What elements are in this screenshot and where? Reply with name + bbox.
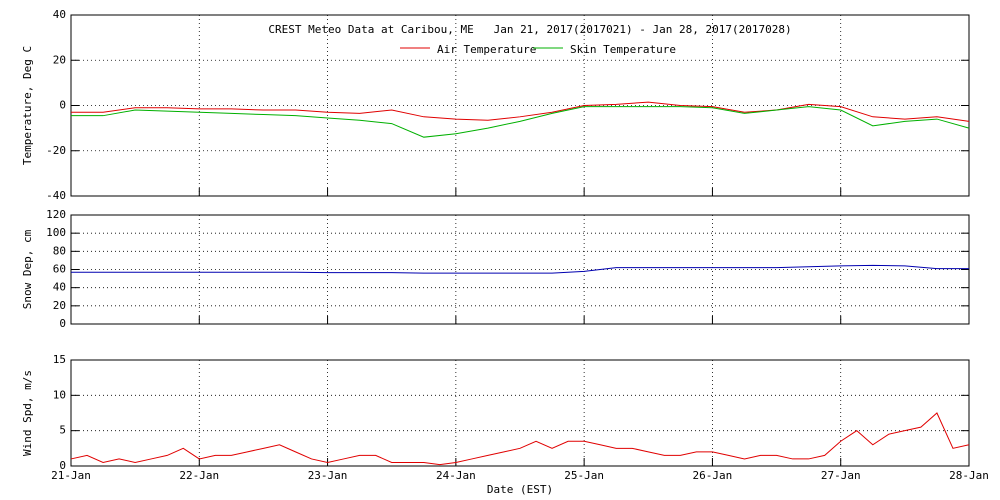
data-line <box>71 264 969 274</box>
y-tick-label: 0 <box>59 459 66 472</box>
data-line <box>71 106 970 138</box>
y-tick-label: 120 <box>46 208 66 221</box>
y-tick-label: 0 <box>59 99 66 112</box>
x-tick-label: 28-Jan <box>949 469 989 482</box>
y-tick-label: 5 <box>59 424 66 437</box>
x-tick-label: 23-Jan <box>308 469 348 482</box>
y-axis-label: Temperature, Deg C <box>21 46 34 165</box>
y-tick-label: 20 <box>53 53 66 66</box>
x-axis-label: Date (EST) <box>487 483 553 496</box>
x-tick-label: 26-Jan <box>693 469 733 482</box>
y-axis-label: Wind Spd, m/s <box>21 370 34 456</box>
y-tick-label: 80 <box>53 244 66 257</box>
legend-label: Skin Temperature <box>570 43 676 56</box>
legend-label: Air Temperature <box>437 43 536 56</box>
y-tick-label: 20 <box>53 299 66 312</box>
y-tick-label: -40 <box>46 189 66 202</box>
y-tick-label: 100 <box>46 226 66 239</box>
y-tick-label: 40 <box>53 281 66 294</box>
y-tick-label: -20 <box>46 144 66 157</box>
data-line <box>71 101 970 122</box>
y-tick-label: 60 <box>53 263 66 276</box>
chart-title: CREST Meteo Data at Caribou, ME Jan 21, … <box>268 23 791 36</box>
x-tick-label: 25-Jan <box>564 469 604 482</box>
data-line <box>70 412 970 466</box>
x-tick-label: 24-Jan <box>436 469 476 482</box>
x-tick-label: 21-Jan <box>51 469 91 482</box>
y-tick-label: 40 <box>53 8 66 21</box>
y-tick-label: 10 <box>53 388 66 401</box>
y-tick-label: 0 <box>59 317 66 330</box>
y-tick-label: 15 <box>53 353 66 366</box>
x-tick-label: 27-Jan <box>821 469 861 482</box>
plot-frame <box>70 359 970 467</box>
y-axis-label: Snow Dep, cm <box>21 229 34 309</box>
x-tick-label: 22-Jan <box>179 469 219 482</box>
